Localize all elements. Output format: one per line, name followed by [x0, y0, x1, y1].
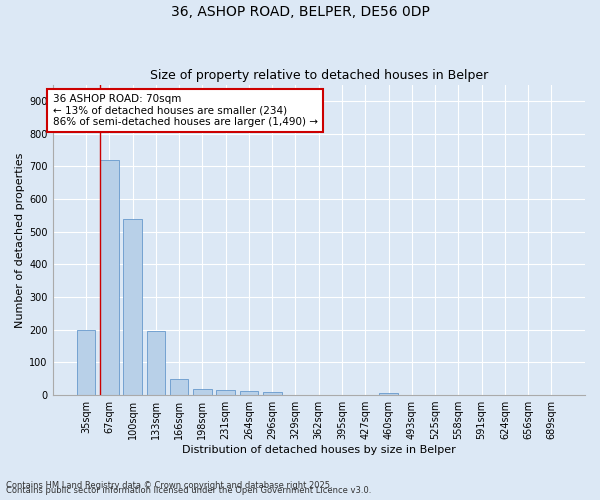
Title: Size of property relative to detached houses in Belper: Size of property relative to detached ho… [149, 69, 488, 82]
X-axis label: Distribution of detached houses by size in Belper: Distribution of detached houses by size … [182, 445, 455, 455]
Text: 36 ASHOP ROAD: 70sqm
← 13% of detached houses are smaller (234)
86% of semi-deta: 36 ASHOP ROAD: 70sqm ← 13% of detached h… [53, 94, 317, 127]
Text: Contains HM Land Registry data © Crown copyright and database right 2025.: Contains HM Land Registry data © Crown c… [6, 481, 332, 490]
Bar [239, 391, 258, 395]
Bar [77, 330, 95, 395]
Bar [146, 332, 165, 395]
Bar [217, 390, 235, 395]
Bar [193, 388, 212, 395]
Bar [379, 394, 398, 395]
Bar [123, 218, 142, 395]
Bar [170, 378, 188, 395]
Bar [100, 160, 119, 395]
Y-axis label: Number of detached properties: Number of detached properties [15, 152, 25, 328]
Text: Contains public sector information licensed under the Open Government Licence v3: Contains public sector information licen… [6, 486, 371, 495]
Text: 36, ASHOP ROAD, BELPER, DE56 0DP: 36, ASHOP ROAD, BELPER, DE56 0DP [170, 5, 430, 19]
Bar [263, 392, 281, 395]
